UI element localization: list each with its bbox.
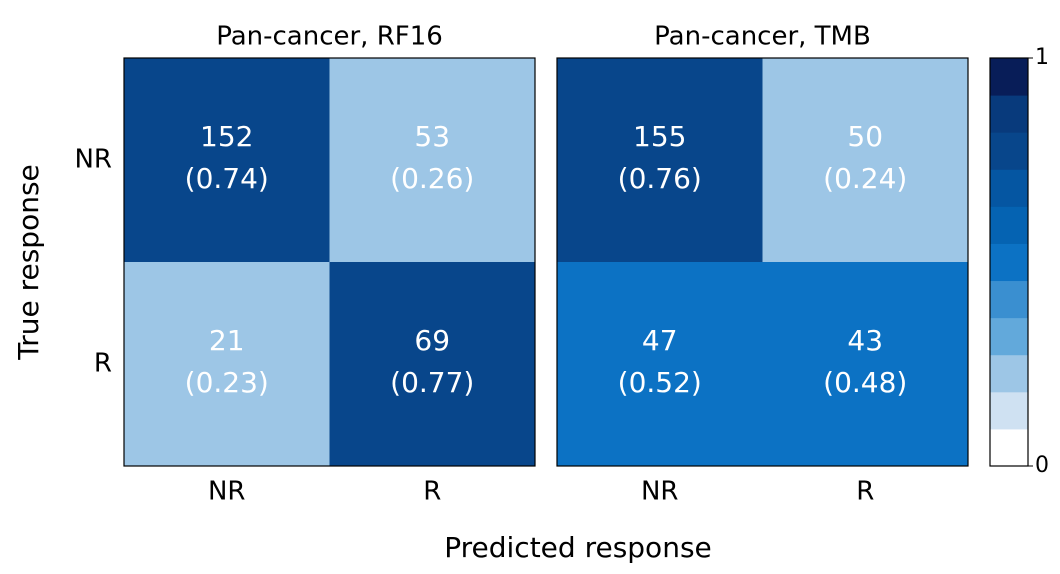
panel-frame: [556, 57, 969, 467]
colorbar-segment: [990, 132, 1028, 170]
colorbar-frame: [989, 57, 1029, 467]
colorbar-tick-label: 0: [1035, 453, 1049, 478]
cell-fraction: (0.24): [823, 162, 907, 195]
cell-count: 50: [847, 120, 883, 153]
y-tick-label: R: [94, 349, 112, 379]
x-tick-label: NR: [641, 477, 679, 507]
heatmap-cell: [762, 262, 969, 467]
heatmap-cell: [329, 262, 536, 467]
cell-count: 69: [414, 324, 450, 357]
panel-title: Pan-cancer, TMB: [654, 22, 871, 52]
heatmap-cell: [557, 58, 763, 263]
panel-title: Pan-cancer, RF16: [216, 22, 443, 52]
heatmap-cell: [124, 262, 330, 467]
colorbar-segment: [990, 391, 1028, 430]
x-tick-label: R: [423, 477, 441, 507]
x-tick-label: NR: [208, 477, 246, 507]
cell-fraction: (0.74): [185, 162, 269, 195]
cell-fraction: (0.26): [390, 162, 474, 195]
colorbar-segment: [990, 428, 1028, 467]
x-tick-label: R: [856, 477, 874, 507]
y-axis-label: True response: [12, 164, 45, 361]
colorbar-segment: [990, 206, 1028, 244]
y-tick-label: NR: [74, 145, 112, 175]
heatmap-cell: [762, 58, 969, 263]
colorbar-segment: [990, 243, 1028, 282]
cell-fraction: (0.48): [823, 366, 907, 399]
heatmap-cell: [329, 58, 536, 263]
cell-count: 53: [414, 120, 450, 153]
colorbar-tick-label: 1: [1035, 45, 1049, 70]
cell-count: 21: [209, 324, 245, 357]
colorbar-segment: [990, 354, 1028, 393]
colorbar-segment: [990, 280, 1028, 319]
cell-count: 43: [847, 324, 883, 357]
colorbar-segment: [990, 169, 1028, 207]
cell-fraction: (0.76): [618, 162, 702, 195]
cell-count: 152: [200, 120, 253, 153]
heatmap-cell: [557, 262, 763, 467]
colorbar-segment: [990, 317, 1028, 356]
colorbar-segment: [990, 58, 1028, 96]
colorbar-segment: [990, 95, 1028, 133]
cell-count: 155: [633, 120, 686, 153]
panel-frame: [123, 57, 536, 467]
x-axis-label: Predicted response: [444, 531, 712, 564]
cell-fraction: (0.52): [618, 366, 702, 399]
cell-count: 47: [642, 324, 678, 357]
heatmap-cell: [124, 58, 330, 263]
cell-fraction: (0.23): [185, 366, 269, 399]
cell-fraction: (0.77): [390, 366, 474, 399]
